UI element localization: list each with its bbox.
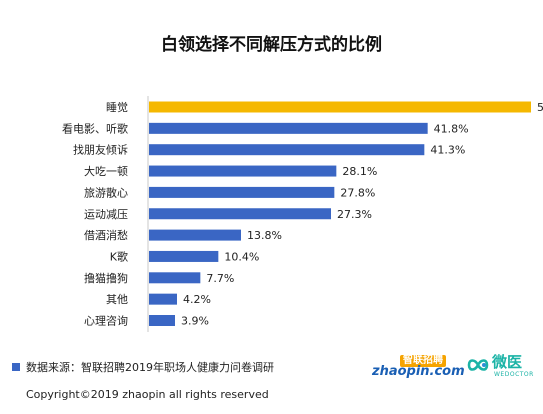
category-label: 睡觉 [106, 101, 128, 114]
weiyi-infinity-icon [467, 359, 489, 371]
weiyi-logo-en: WEDOCTOR [494, 371, 534, 378]
category-label: K歌 [110, 249, 128, 263]
value-label: 41.3% [430, 144, 465, 157]
value-label: 28.1% [342, 165, 377, 178]
weiyi-logo: 微医 WEDOCTOR [466, 352, 538, 380]
category-label: 看电影、听歌 [62, 121, 128, 135]
value-label: 41.8% [434, 122, 469, 135]
category-label: 撸猫撸狗 [84, 271, 128, 285]
weiyi-logo-cn: 微医 [492, 353, 523, 371]
bar [149, 315, 175, 326]
chart-title: 白领选择不同解压方式的比例 [161, 35, 382, 55]
category-label: 借酒消愁 [84, 228, 128, 242]
value-label: 27.3% [337, 208, 372, 221]
value-label: 4.2% [183, 293, 211, 306]
category-label: 旅游散心 [84, 185, 128, 199]
category-label: 找朋友倾诉 [73, 143, 128, 157]
source-row: 数据来源：智联招聘2019年职场人健康力问卷调研 [12, 359, 274, 375]
bar [149, 272, 201, 284]
copyright-note: Copyright©2019 zhaopin all rights reserv… [26, 388, 269, 401]
value-label: 3.9% [181, 315, 209, 328]
bar [149, 293, 177, 305]
value-label: 13.8% [247, 229, 282, 242]
category-label: 其他 [106, 293, 128, 306]
value-label: 10.4% [224, 250, 259, 263]
bar-chart: 睡觉 57.3% 看电影、听歌 41.8% 找朋友倾诉 41.3% 大吃一顿 28.1% 旅游散… [62, 96, 543, 332]
category-label: 大吃一顿 [84, 164, 128, 178]
bar [149, 101, 531, 113]
bar [149, 122, 428, 134]
bar [149, 144, 425, 156]
source-note: 数据来源：智联招聘2019年职场人健康力问卷调研 [26, 361, 274, 374]
bar [149, 250, 219, 262]
zhaopin-logo-en: zhaopin.com [372, 364, 465, 379]
source-marker-icon [12, 363, 20, 371]
value-label: 27.8% [340, 186, 375, 199]
bar [149, 165, 337, 177]
category-label: 心理咨询 [84, 314, 128, 328]
zhaopin-logo: 智联招聘 zhaopin.com [372, 355, 465, 379]
value-label: 7.7% [206, 272, 234, 285]
bar [149, 229, 241, 241]
zhaopin-logo-cn: 智联招聘 [400, 355, 446, 367]
bar [149, 186, 335, 198]
value-label: 57.3% [537, 101, 543, 114]
category-label: 运动减压 [84, 208, 128, 221]
bar [149, 208, 331, 220]
